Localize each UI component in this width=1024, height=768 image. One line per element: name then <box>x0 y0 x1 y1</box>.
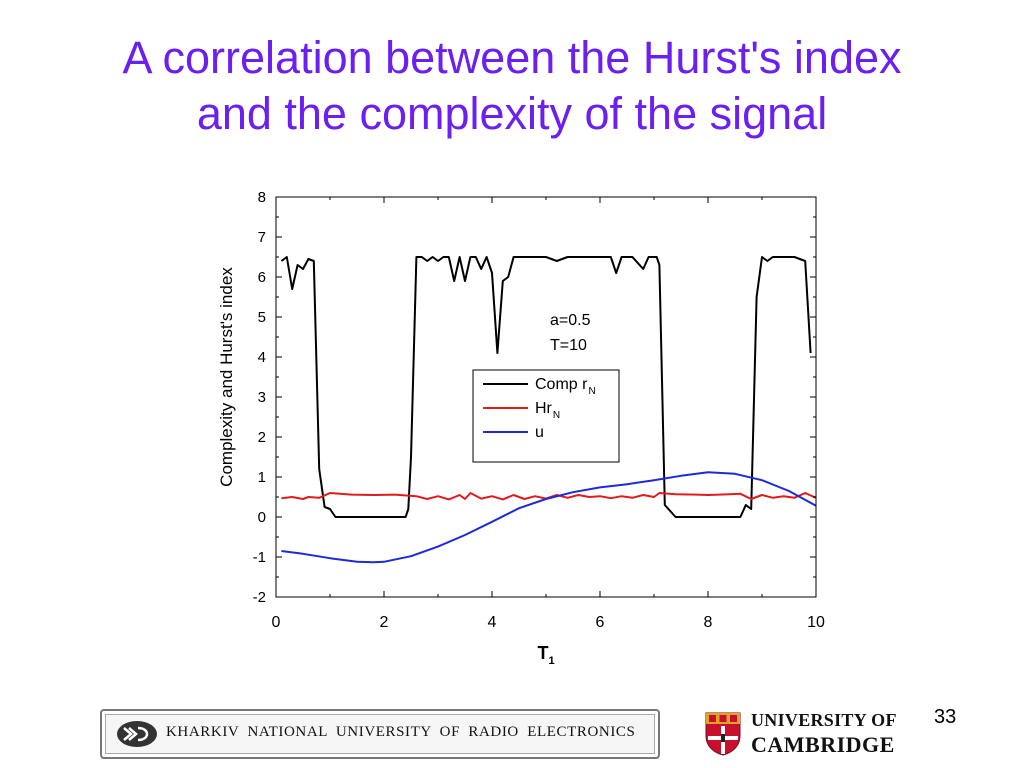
legend-label: Comp rN <box>535 376 596 397</box>
y-tick-label: 5 <box>258 309 266 326</box>
khnure-banner: KHARKIV NATIONAL UNIVERSITY OF RADIO ELE… <box>100 709 660 759</box>
chart-legend: Comp rN HrN u <box>472 369 620 463</box>
x-tick-label: 0 <box>272 614 281 631</box>
slide-title-line-2: and the complexity of the signal <box>196 88 828 139</box>
legend-box <box>472 369 620 463</box>
khnure-name: KHARKIV NATIONAL UNIVERSITY OF RADIO ELE… <box>166 724 636 740</box>
series-layer <box>280 256 817 564</box>
y-tick-label: 3 <box>258 389 266 406</box>
y-tick-label: 2 <box>258 429 266 446</box>
slide-title: A correlation between the Hurst's index … <box>0 30 1024 142</box>
y-axis-label: Complexity and Hurst's index <box>217 267 236 487</box>
y-tick-label: 7 <box>258 229 266 246</box>
annotation-t: T=10 <box>550 337 587 354</box>
y-tick-label: 0 <box>258 509 266 526</box>
x-tick-label: 6 <box>596 614 605 631</box>
cambridge-line-2: CAMBRIDGE <box>751 732 895 757</box>
page-number: 33 <box>934 706 957 728</box>
series-line-comp-r <box>280 256 812 518</box>
cambridge-line-1: UNIVERSITY OF <box>751 710 897 730</box>
x-tick-label: 10 <box>807 614 825 631</box>
x-tick-label: 8 <box>704 614 713 631</box>
slide-title-line-1: A correlation between the Hurst's index <box>122 32 902 83</box>
series-line-u <box>281 471 817 564</box>
y-tick-label: -1 <box>253 549 266 566</box>
x-tick-label: 2 <box>380 614 389 631</box>
y-tick-label: -2 <box>253 589 266 606</box>
x-axis-label: T1 <box>537 643 554 667</box>
annotation-a: a=0.5 <box>550 312 591 329</box>
y-tick-label: 6 <box>258 269 266 286</box>
ticks-layer: 0 2 4 6 8 10 -2 -1 0 1 2 3 4 5 6 7 8 <box>253 189 825 631</box>
legend-label: u <box>535 424 544 441</box>
x-axis-label-main: T <box>537 643 548 663</box>
y-tick-label: 1 <box>258 469 266 486</box>
x-tick-label: 4 <box>488 614 497 631</box>
khnure-logo-icon <box>117 721 157 747</box>
cambridge-shield-icon <box>705 712 741 756</box>
y-tick-label: 4 <box>258 349 266 366</box>
y-tick-label: 8 <box>258 189 266 206</box>
line-chart: 0 2 4 6 8 10 -2 -1 0 1 2 3 4 5 6 7 8 Complexity and Hurs… <box>217 189 825 667</box>
legend-label: HrN <box>535 400 560 421</box>
x-axis-label-sub: 1 <box>548 655 554 667</box>
